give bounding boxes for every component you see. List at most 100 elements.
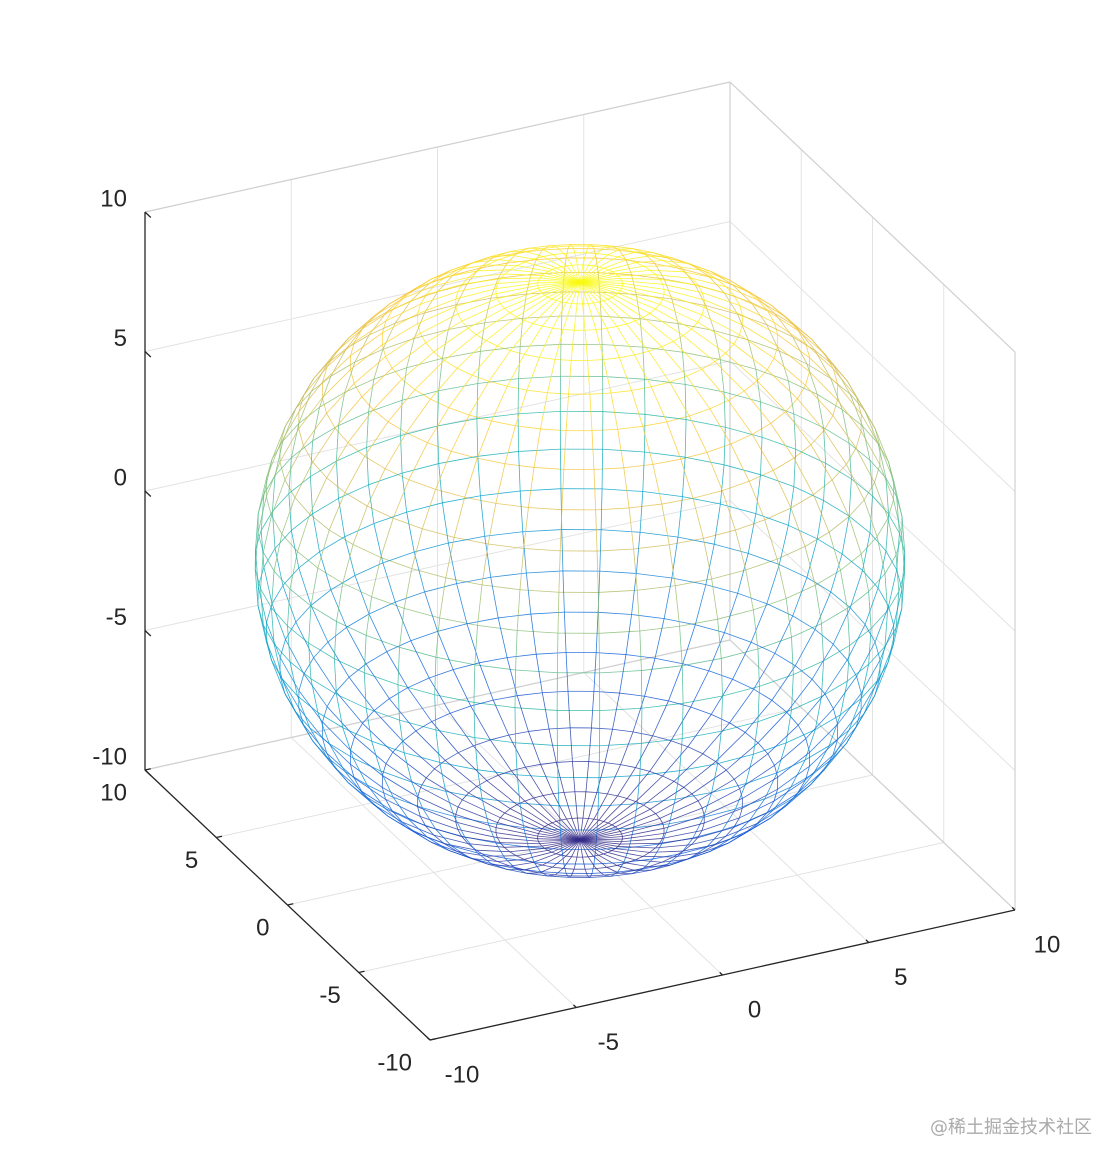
z-tick-label: -10 (92, 743, 127, 770)
mesh-line (547, 281, 581, 298)
mesh-line (621, 280, 663, 285)
mesh-line (620, 277, 660, 280)
mesh-line (434, 694, 437, 731)
mesh-line (755, 513, 789, 526)
mesh-line (642, 421, 667, 427)
mesh-line (785, 598, 792, 638)
y-tick-label: -10 (377, 1049, 412, 1076)
mesh-line (620, 842, 660, 845)
mesh-line (579, 281, 623, 284)
mesh-line (560, 839, 581, 856)
mesh-line (597, 777, 600, 806)
mesh-line (560, 316, 563, 345)
mesh-line (406, 338, 415, 368)
mesh-line (420, 786, 459, 808)
mesh-line (643, 804, 651, 810)
mesh-line (413, 312, 425, 339)
mesh-line (462, 799, 501, 819)
mesh-line (795, 665, 813, 680)
mesh-line (493, 695, 518, 701)
mesh-line (706, 443, 731, 453)
mesh-line (632, 248, 645, 254)
mesh-line (313, 657, 337, 692)
mesh-line (363, 672, 367, 709)
mesh-line (668, 663, 684, 702)
mesh-line (279, 461, 286, 481)
mesh-line (338, 498, 346, 537)
mesh-line (537, 841, 541, 844)
mesh-line (421, 489, 436, 529)
mesh-line (887, 518, 897, 556)
mesh-line (540, 246, 557, 250)
mesh-line (303, 366, 328, 396)
mesh-line (543, 254, 554, 257)
mesh-line (709, 408, 732, 445)
z-tick-label: 0 (114, 464, 127, 491)
mesh-line (593, 854, 599, 857)
mesh-line (384, 468, 410, 481)
mesh-line (335, 691, 363, 724)
mesh-line (565, 394, 569, 431)
mesh-line (539, 839, 581, 845)
mesh-line (612, 692, 620, 730)
mesh-line (271, 479, 286, 516)
mesh-line (473, 739, 491, 747)
mesh-line (347, 409, 374, 443)
mesh-line (485, 855, 498, 862)
mesh-line (611, 295, 616, 298)
mesh-line (642, 851, 650, 857)
mesh-line (884, 573, 888, 611)
mesh-line (603, 298, 608, 302)
mesh-line (888, 606, 895, 626)
mesh-line (697, 285, 703, 293)
mesh-line (515, 742, 518, 775)
mesh-line (542, 245, 550, 251)
mesh-line (639, 318, 644, 348)
mesh-line (526, 872, 548, 877)
mesh-line (598, 803, 638, 807)
mesh-line (495, 842, 506, 859)
mesh-line (420, 816, 458, 830)
mesh-line (757, 686, 760, 722)
mesh-line (319, 376, 332, 408)
mesh-line (474, 737, 516, 744)
mesh-line (619, 250, 627, 261)
mesh-line (579, 818, 589, 841)
mesh-line (312, 425, 339, 442)
mesh-line (597, 548, 634, 552)
mesh-line (565, 839, 581, 857)
mesh-line (321, 737, 327, 754)
mesh-line (792, 577, 808, 617)
mesh-line (347, 442, 365, 457)
mesh-line (298, 707, 323, 738)
mesh-line (313, 351, 337, 379)
mesh-line (504, 845, 542, 848)
mesh-line (457, 752, 488, 781)
mesh-line (312, 461, 327, 479)
mesh-line (571, 839, 581, 857)
mesh-line (524, 354, 540, 358)
mesh-line (701, 822, 705, 831)
mesh-line (294, 710, 314, 742)
mesh-line (445, 791, 455, 817)
mesh-line (444, 760, 478, 787)
mesh-line (424, 291, 438, 314)
y-tick-label: 0 (256, 914, 269, 941)
mesh-line (380, 518, 394, 558)
mesh-line (837, 692, 862, 725)
mesh-line (611, 804, 644, 826)
mesh-line (797, 330, 826, 355)
mesh-line (428, 677, 451, 714)
mesh-line (588, 302, 594, 305)
mesh-line (411, 781, 423, 808)
mesh-line (417, 806, 421, 817)
mesh-line (603, 821, 609, 824)
mesh-line (449, 262, 474, 271)
mesh-line (832, 739, 838, 756)
mesh-line (541, 692, 550, 730)
mesh-line (841, 409, 863, 427)
mesh-line (386, 651, 409, 688)
mesh-line (542, 854, 562, 866)
mesh-line (709, 400, 729, 410)
mesh-line (598, 633, 600, 673)
